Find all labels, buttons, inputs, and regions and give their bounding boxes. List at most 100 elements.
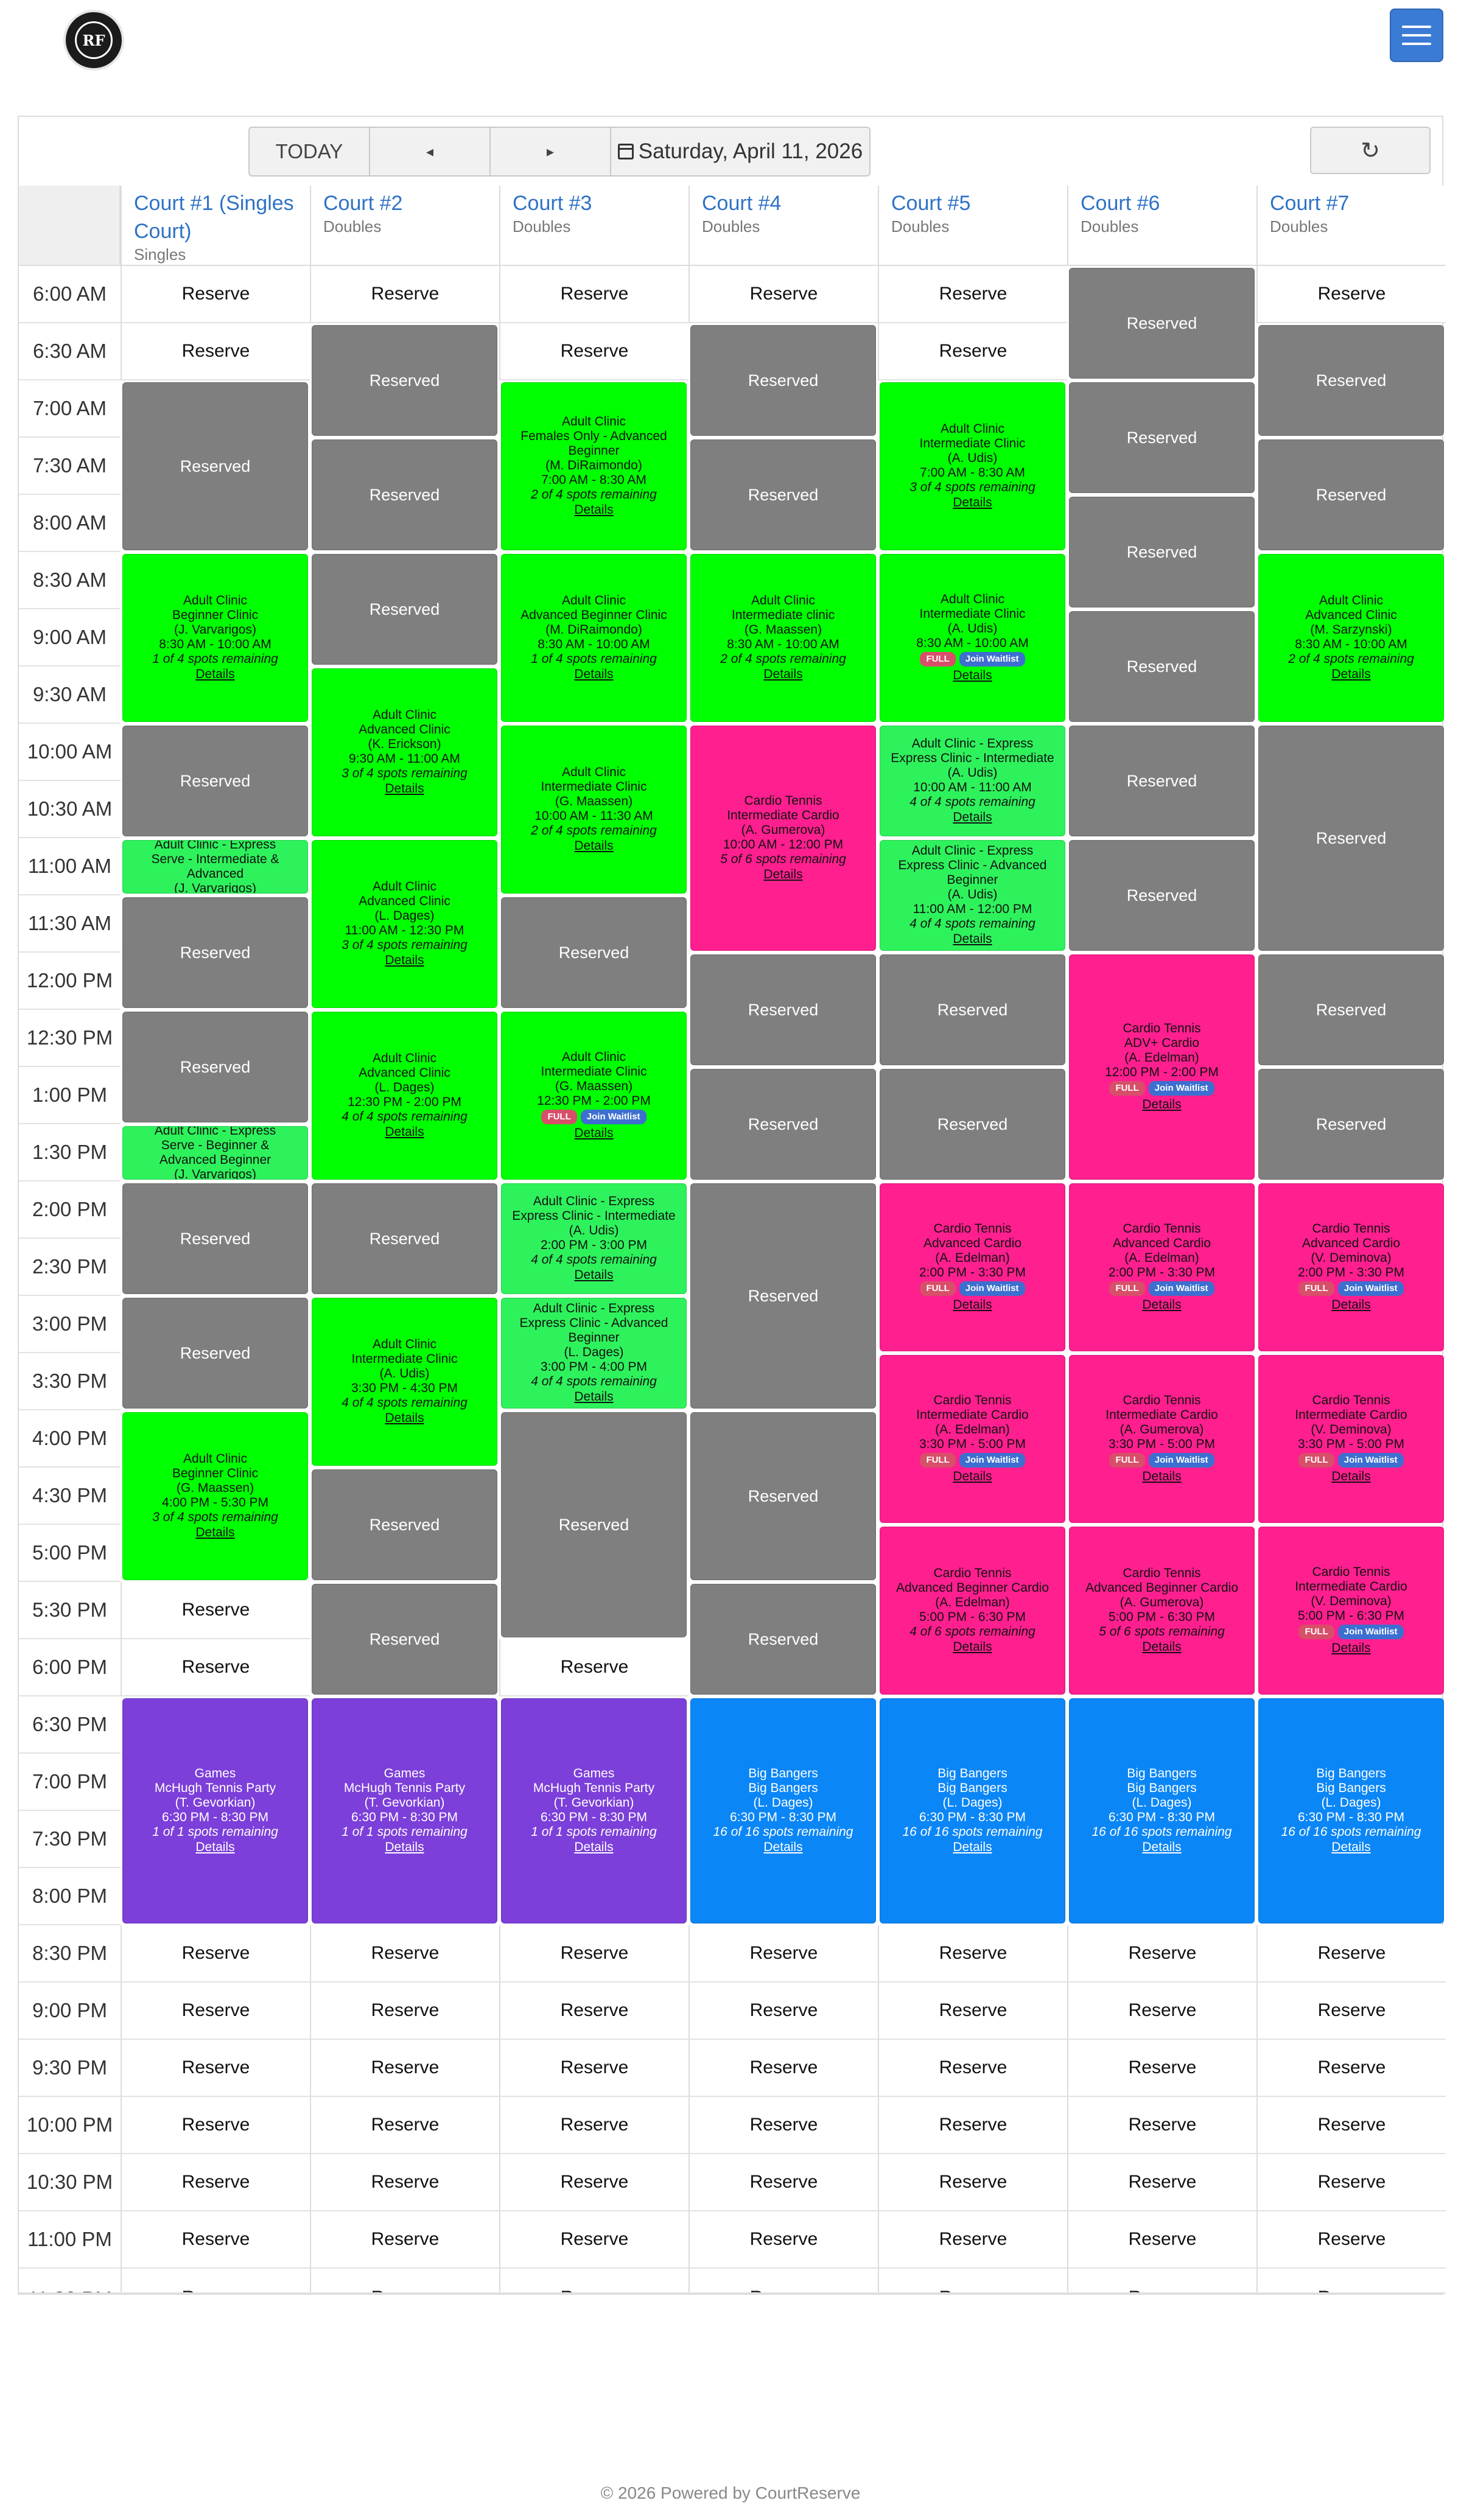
reserve-slot-button[interactable]: Reserve [878, 1983, 1067, 2040]
reserve-slot-button[interactable]: Reserve [310, 2154, 499, 2211]
reserve-slot-button[interactable]: Reserve [310, 1925, 499, 1983]
event-details-link[interactable]: Details [1331, 1840, 1371, 1854]
event-block[interactable]: Big Bangers Big Bangers (L. Dages) 6:30 PM … [1069, 1698, 1255, 1923]
event-block[interactable]: Adult Clinic - Express Express Clinic - I… [880, 726, 1065, 836]
event-block[interactable]: Cardio Tennis Advanced Beginner Cardio (A.… [1069, 1527, 1255, 1695]
join-waitlist-button[interactable]: Join Waitlist [1148, 1281, 1214, 1296]
reserve-slot-button[interactable]: Reserve [1067, 2154, 1256, 2211]
event-details-link[interactable]: Details [1331, 1469, 1371, 1483]
reserve-slot-button[interactable]: Reserve [1067, 2211, 1256, 2269]
reserve-slot-button[interactable]: Reserve [688, 2154, 878, 2211]
reserve-slot-button[interactable]: Reserve [121, 2269, 310, 2294]
reserve-slot-button[interactable]: Reserve [688, 266, 878, 323]
previous-day-button[interactable]: ◂ [370, 128, 491, 175]
reserve-slot-button[interactable]: Reserve [499, 2040, 688, 2097]
court-name[interactable]: Court #6 [1081, 192, 1160, 215]
event-block[interactable]: Cardio Tennis ADV+ Cardio (A. Edelman) 12:0… [1069, 954, 1255, 1180]
event-block[interactable]: Adult Clinic Advanced Clinic (M. Sarzynski… [1258, 554, 1444, 722]
event-details-link[interactable]: Details [953, 668, 992, 682]
reserve-slot-button[interactable]: Reserve [878, 2269, 1067, 2294]
join-waitlist-button[interactable]: Join Waitlist [1337, 1281, 1404, 1296]
reserve-slot-button[interactable]: Reserve [878, 1925, 1067, 1983]
join-waitlist-button[interactable]: Join Waitlist [1337, 1453, 1404, 1468]
reserve-slot-button[interactable]: Reserve [310, 2040, 499, 2097]
reserve-slot-button[interactable]: Reserve [499, 1639, 688, 1696]
event-details-link[interactable]: Details [574, 1126, 614, 1140]
event-details-link[interactable]: Details [385, 1411, 424, 1425]
join-waitlist-button[interactable]: Join Waitlist [959, 652, 1025, 667]
reserve-slot-button[interactable]: Reserve [878, 2097, 1067, 2154]
event-details-link[interactable]: Details [953, 1469, 992, 1483]
reserve-slot-button[interactable]: Reserve [878, 2040, 1067, 2097]
reserve-slot-button[interactable]: Reserve [688, 2211, 878, 2269]
event-block[interactable]: Adult Clinic Advanced Clinic (K. Erickson)… [312, 668, 497, 836]
event-details-link[interactable]: Details [763, 667, 803, 681]
court-name[interactable]: Court #7 [1270, 192, 1350, 215]
event-block[interactable]: Cardio Tennis Advanced Cardio (A. Edelman)… [880, 1183, 1065, 1351]
reserve-slot-button[interactable]: Reserve [1067, 2040, 1256, 2097]
reserve-slot-button[interactable]: Reserve [121, 1582, 310, 1639]
reserve-slot-button[interactable]: Reserve [121, 2097, 310, 2154]
event-details-link[interactable]: Details [195, 667, 235, 681]
reserve-slot-button[interactable]: Reserve [121, 2154, 310, 2211]
event-block[interactable]: Adult Clinic Advanced Beginner Clinic (M. … [501, 554, 687, 722]
court-header[interactable]: Court #2 Doubles [310, 186, 499, 266]
event-details-link[interactable]: Details [385, 1125, 424, 1139]
event-block[interactable]: Big Bangers Big Bangers (L. Dages) 6:30 PM … [880, 1698, 1065, 1923]
court-name[interactable]: Court #5 [891, 192, 971, 215]
reserve-slot-button[interactable]: Reserve [1067, 1983, 1256, 2040]
court-header[interactable]: Court #5 Doubles [878, 186, 1067, 266]
court-name[interactable]: Court #2 [323, 192, 403, 215]
event-block[interactable]: Adult Clinic Advanced Clinic (L. Dages) 12:… [312, 1012, 497, 1180]
event-details-link[interactable]: Details [1142, 1298, 1182, 1312]
join-waitlist-button[interactable]: Join Waitlist [1148, 1453, 1214, 1468]
event-block[interactable]: Adult Clinic Intermediate Clinic (G. Maass… [501, 1012, 687, 1180]
reserve-slot-button[interactable]: Reserve [121, 2211, 310, 2269]
reserve-slot-button[interactable]: Reserve [499, 2269, 688, 2294]
event-block[interactable]: Cardio Tennis Intermediate Cardio (A. Gume… [690, 726, 876, 951]
reserve-slot-button[interactable]: Reserve [1067, 2097, 1256, 2154]
event-block[interactable]: Cardio Tennis Intermediate Cardio (V. Demi… [1258, 1355, 1444, 1523]
event-block[interactable]: Adult Clinic Intermediate Clinic (A. Udis)… [880, 382, 1065, 550]
event-details-link[interactable]: Details [763, 867, 803, 881]
event-details-link[interactable]: Details [1142, 1840, 1182, 1854]
court-name[interactable]: Court #1 (Singles Court) [134, 192, 294, 243]
reserve-slot-button[interactable]: Reserve [1256, 2040, 1446, 2097]
reserve-slot-button[interactable]: Reserve [499, 2211, 688, 2269]
join-waitlist-button[interactable]: Join Waitlist [959, 1281, 1025, 1296]
reserve-slot-button[interactable]: Reserve [499, 2154, 688, 2211]
event-details-link[interactable]: Details [953, 495, 992, 509]
event-block[interactable]: Adult Clinic - Express Serve - Intermedia… [122, 840, 308, 894]
event-block[interactable]: Games McHugh Tennis Party (T. Gevorkian) 6:… [501, 1698, 687, 1923]
event-details-link[interactable]: Details [385, 953, 424, 967]
event-details-link[interactable]: Details [1331, 1641, 1371, 1655]
event-details-link[interactable]: Details [953, 932, 992, 946]
reserve-slot-button[interactable]: Reserve [499, 1925, 688, 1983]
reserve-slot-button[interactable]: Reserve [1256, 2269, 1446, 2294]
join-waitlist-button[interactable]: Join Waitlist [1337, 1625, 1404, 1639]
refresh-button[interactable]: ↻ [1310, 127, 1431, 174]
court-header[interactable]: Court #6 Doubles [1067, 186, 1256, 266]
reserve-slot-button[interactable]: Reserve [1256, 1925, 1446, 1983]
court-name[interactable]: Court #4 [702, 192, 782, 215]
reserve-slot-button[interactable]: Reserve [1067, 1925, 1256, 1983]
reserve-slot-button[interactable]: Reserve [688, 2040, 878, 2097]
event-block[interactable]: Cardio Tennis Intermediate Cardio (A. Edel… [880, 1355, 1065, 1523]
reserve-slot-button[interactable]: Reserve [688, 1983, 878, 2040]
court-header[interactable]: Court #4 Doubles [688, 186, 878, 266]
reserve-slot-button[interactable]: Reserve [310, 2097, 499, 2154]
reserve-slot-button[interactable]: Reserve [1256, 1983, 1446, 2040]
event-details-link[interactable]: Details [574, 1268, 614, 1282]
reserve-slot-button[interactable]: Reserve [499, 266, 688, 323]
event-block[interactable]: Adult Clinic Females Only - Advanced Begin… [501, 382, 687, 550]
event-block[interactable]: Cardio Tennis Intermediate Cardio (A. Gume… [1069, 1355, 1255, 1523]
reserve-slot-button[interactable]: Reserve [688, 1925, 878, 1983]
reserve-slot-button[interactable]: Reserve [121, 323, 310, 380]
reserve-slot-button[interactable]: Reserve [121, 1925, 310, 1983]
court-name[interactable]: Court #3 [513, 192, 592, 215]
date-picker-button[interactable]: Saturday, April 11, 2026 [611, 128, 869, 175]
event-details-link[interactable]: Details [1331, 1298, 1371, 1312]
event-block[interactable]: Cardio Tennis Advanced Cardio (A. Edelman)… [1069, 1183, 1255, 1351]
event-details-link[interactable]: Details [1142, 1469, 1182, 1483]
event-block[interactable]: Cardio Tennis Advanced Beginner Cardio (A.… [880, 1527, 1065, 1695]
